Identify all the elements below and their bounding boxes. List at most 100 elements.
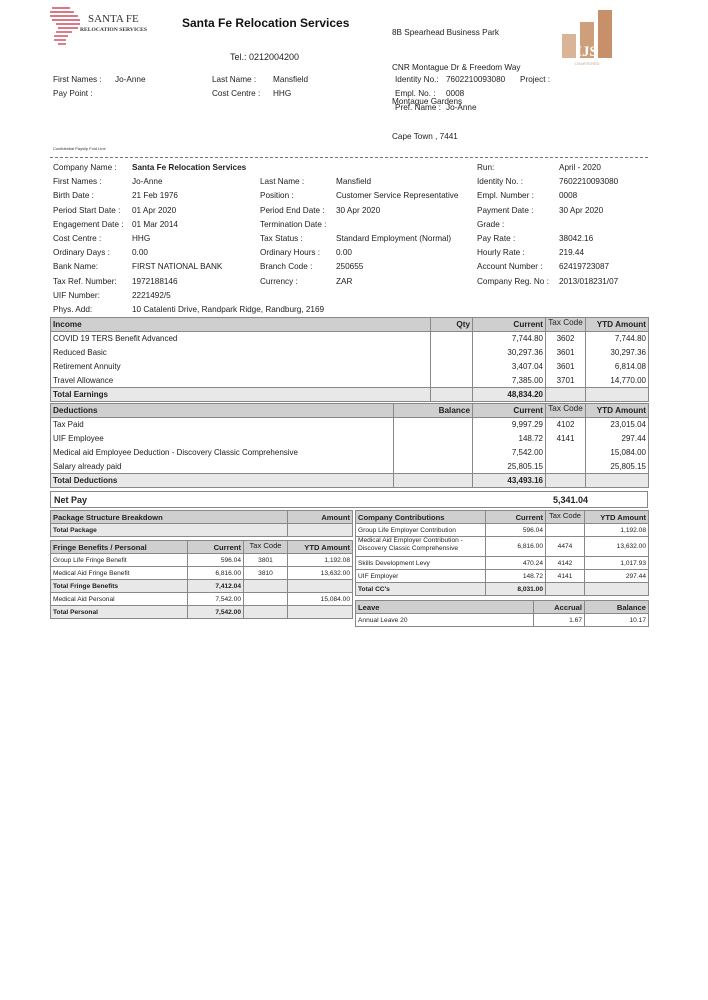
table-cell: 3601 (545, 345, 586, 360)
table-header-row: Leave Accrual Balance (355, 600, 649, 614)
table-total-row: Total CC's 8,031.00 (355, 582, 649, 596)
table-cell: 7,542.00 (187, 605, 244, 619)
fringe-table: Fringe Benefits / Personal Current Tax Cod… (50, 540, 353, 619)
table-row: Medical Aid Employer Contribution - Disc… (355, 536, 649, 557)
detail-label: Company Reg. No : (477, 276, 549, 286)
table-cell: Total Earnings (50, 387, 431, 402)
table-cell: Total Fringe Benefits (50, 579, 188, 593)
table-cell: 13,632.00 (584, 536, 649, 557)
deductions-table: Deductions Balance Current Tax Code YTD Amou… (50, 403, 649, 488)
table-cell: 1,192.08 (584, 523, 649, 537)
table-cell: Group Life Employer Contribution (355, 523, 486, 537)
table-cell (393, 417, 473, 432)
table-cell: 9,997.29 (472, 417, 546, 432)
table-cell (393, 445, 473, 460)
detail-value: FIRST NATIONAL BANK (132, 262, 223, 272)
column-header: Tax Code (545, 510, 585, 524)
fold-line-label: Confidential Payslip Fold Line (53, 146, 106, 151)
table-cell: 7,744.80 (472, 331, 546, 346)
logo-text: SANTA FE (88, 13, 139, 25)
detail-value: ZAR (336, 276, 353, 286)
company-title: Santa Fe Relocation Services (182, 16, 350, 30)
detail-value: Customer Service Representative (336, 191, 459, 201)
table-cell: Total Personal (50, 605, 188, 619)
column-header: Balance (584, 600, 649, 614)
empl-no-label: Empl. No. : (395, 89, 436, 98)
table-cell: Reduced Basic (50, 345, 431, 360)
table-cell: Salary already paid (50, 459, 394, 474)
column-header: YTD Amount (584, 510, 649, 524)
table-cell (545, 459, 586, 474)
column-header: Income (50, 317, 431, 332)
table-cell: 596.04 (187, 553, 244, 567)
table-cell: 4141 (545, 569, 585, 583)
detail-value: 7602210093080 (559, 177, 619, 187)
svg-text:CHARTERED: CHARTERED (575, 61, 600, 66)
table-total-row: Total Earnings 48,834.20 (50, 387, 649, 402)
table-cell: 4142 (545, 556, 585, 570)
table-row: UIF Employer 148.72 4141 297.44 (355, 569, 649, 583)
table-cell: Skills Development Levy (355, 556, 486, 570)
table-cell: Total Package (50, 523, 288, 537)
table-cell: Retirement Annuity (50, 359, 431, 374)
column-header: Deductions (50, 403, 394, 418)
detail-label: Run: (477, 163, 495, 172)
table-header-row: Company Contributions Current Tax Code YTD … (355, 510, 649, 524)
table-cell: 25,805.15 (472, 459, 546, 474)
table-row: Reduced Basic 30,297.36 3601 30,297.36 (50, 345, 649, 360)
table-cell: 7,542.00 (472, 445, 546, 460)
table-cell: 48,834.20 (472, 387, 546, 402)
table-header-row: Income Qty Current Tax Code YTD Amount (50, 317, 649, 332)
table-cell: 15,084.00 (287, 592, 353, 606)
table-cell: UIF Employee (50, 431, 394, 446)
table-cell: 4141 (545, 431, 586, 446)
table-cell: 7,744.80 (585, 331, 649, 346)
table-cell (287, 579, 353, 593)
pref-name-value: Jo-Anne (446, 103, 477, 112)
table-row: UIF Employee 148.72 4141 297.44 (50, 431, 649, 446)
column-header: Fringe Benefits / Personal (50, 540, 188, 554)
leave-table: Leave Accrual Balance Annual Leave 20 1.67 10… (355, 600, 649, 627)
detail-value: Santa Fe Relocation Services (132, 163, 247, 172)
table-cell: 297.44 (584, 569, 649, 583)
table-cell: 14,770.00 (585, 373, 649, 388)
column-header: Tax Code (545, 403, 586, 418)
address-line: CNR Montague Dr & Freedom Way (392, 62, 521, 72)
table-cell (584, 582, 649, 596)
detail-value: 30 Apr 2020 (559, 205, 604, 215)
column-header: Qty (430, 317, 473, 332)
detail-value: 1972188146 (132, 276, 178, 286)
detail-label: Ordinary Days : (53, 248, 110, 258)
table-cell: 1,192.08 (287, 553, 353, 567)
column-header: Current (187, 540, 244, 554)
telephone: Tel.: 0212004200 (230, 52, 300, 62)
detail-value: Standard Employment (Normal) (336, 234, 452, 243)
detail-label: Last Name : (260, 177, 305, 187)
table-row: COVID 19 TERS Benefit Advanced 7,744.80 36… (50, 331, 649, 346)
detail-value: 2221492/5 (132, 290, 171, 300)
table-cell: 1.67 (533, 613, 585, 627)
table-row: Total Package (50, 523, 353, 537)
column-header: Leave (355, 600, 534, 614)
table-cell: 7,412.04 (187, 579, 244, 593)
package-table: Package Structure Breakdown Amount Total P… (50, 510, 353, 537)
table-cell: 6,816.00 (187, 566, 244, 580)
table-cell: 1,017.93 (584, 556, 649, 570)
detail-label: Payment Date : (477, 205, 534, 215)
table-cell (243, 592, 288, 606)
detail-label: Hourly Rate : (477, 248, 525, 258)
table-cell: 148.72 (472, 431, 546, 446)
table-cell: 3801 (243, 553, 288, 567)
detail-value: Jo-Anne (132, 177, 163, 187)
detail-value: 2013/018231/07 (559, 276, 619, 286)
detail-value: 0008 (559, 191, 578, 201)
empl-no-value: 0008 (446, 89, 465, 98)
table-header-row: Fringe Benefits / Personal Current Tax Cod… (50, 540, 353, 554)
detail-label: Bank Name: (53, 262, 99, 272)
table-row: Skills Development Levy 470.24 4142 1,017.9… (355, 556, 649, 570)
cost-centre-value: HHG (273, 89, 292, 98)
table-cell: Medical Aid Personal (50, 592, 188, 606)
table-cell (585, 473, 649, 488)
column-header: Accrual (533, 600, 585, 614)
detail-label: Account Number : (477, 262, 543, 272)
